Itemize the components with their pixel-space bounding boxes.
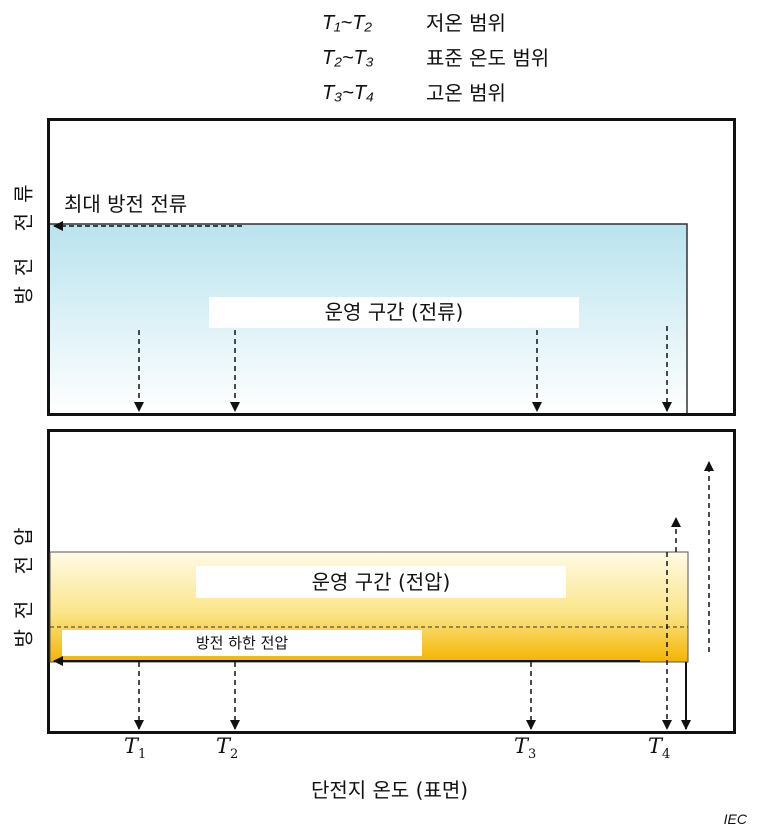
tick-name: T [648, 734, 663, 758]
legend-row: T₂~T₃ 표준 온도 범위 [322, 41, 549, 76]
tick-sub: 4 [662, 747, 671, 763]
tick-name: T [216, 734, 231, 758]
current-region-label: 운영 구간 (전류) [209, 297, 579, 328]
current-axis-label: 방전 전류 [11, 174, 36, 305]
x-axis-label: 단전지 온도 (표면) [310, 778, 469, 802]
tick-t3: T3 [514, 734, 536, 762]
tick-sub: 3 [528, 747, 537, 763]
voltage-region-label: 운영 구간 (전압) [196, 566, 566, 598]
legend-label: 표준 온도 범위 [426, 46, 550, 70]
lower-limit-label: 방전 하한 전압 [62, 630, 422, 656]
legend-label: 저온 범위 [426, 11, 506, 35]
tick-t1: T1 [124, 734, 146, 762]
source-label: IEC [723, 811, 747, 827]
max-current-label: 최대 방전 전류 [62, 188, 192, 217]
legend-range: T₁~T₂ [322, 12, 373, 34]
voltage-axis-label: 방전 전압 [11, 517, 36, 648]
legend-row: T₁~T₂ 저온 범위 [322, 6, 549, 41]
legend-row: T₃~T₄ 고온 범위 [322, 76, 549, 111]
tick-t2: T2 [216, 734, 238, 762]
legend: T₁~T₂ 저온 범위 T₂~T₃ 표준 온도 범위 T₃~T₄ 고온 범위 [322, 6, 549, 111]
legend-range: T₂~T₃ [322, 47, 374, 69]
tick-t4: T4 [648, 734, 670, 762]
tick-sub: 1 [138, 747, 147, 763]
current-region-outline [50, 223, 688, 413]
legend-range: T₃~T₄ [322, 82, 375, 104]
tick-name: T [124, 734, 139, 758]
tick-sub: 2 [230, 747, 239, 763]
legend-label: 고온 범위 [426, 81, 506, 105]
tick-name: T [514, 734, 529, 758]
